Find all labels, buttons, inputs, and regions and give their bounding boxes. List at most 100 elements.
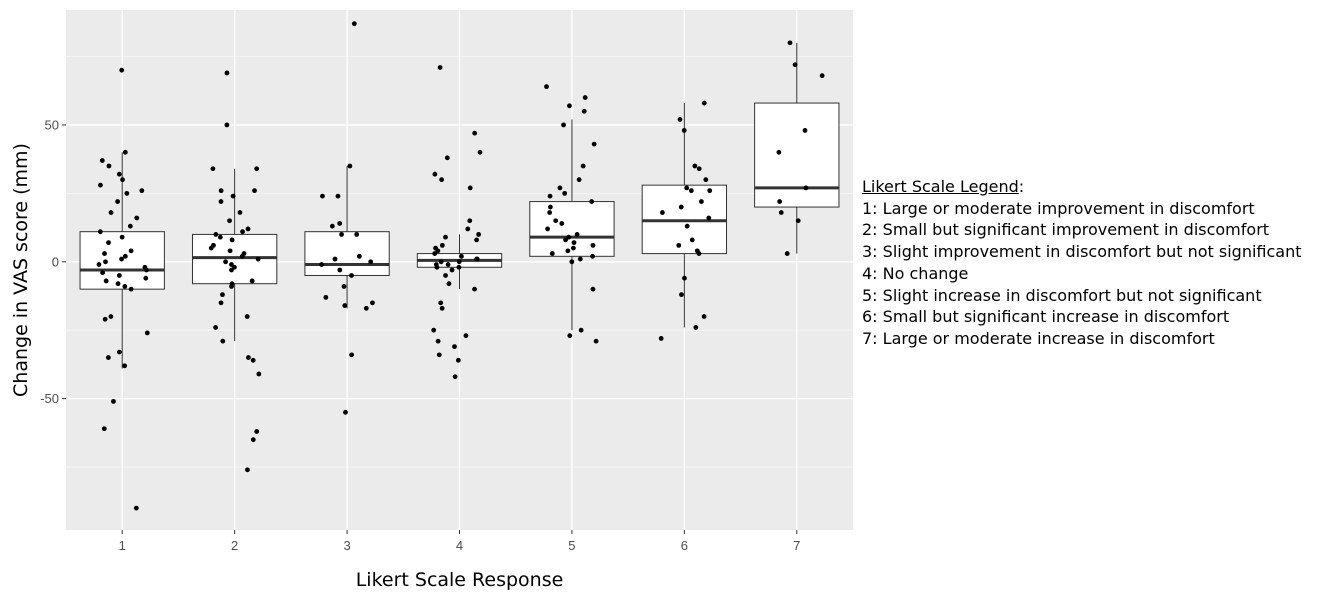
data-point — [439, 305, 445, 311]
data-point — [99, 158, 105, 163]
data-point — [363, 305, 369, 311]
legend-item-1: 1: Large or moderate improvement in disc… — [862, 198, 1255, 218]
data-point — [351, 21, 357, 27]
data-point — [249, 278, 255, 284]
data-point — [244, 314, 250, 319]
data-point — [122, 149, 128, 155]
data-point — [438, 259, 444, 265]
data-point — [117, 349, 122, 355]
data-point — [98, 182, 103, 188]
legend-title: Likert Scale Legend: — [862, 176, 1302, 198]
data-point — [561, 122, 566, 128]
data-point — [590, 253, 595, 259]
x-axis: 1 2 3 4 5 6 7 — [119, 530, 800, 553]
data-point — [681, 128, 687, 133]
data-point — [220, 338, 226, 344]
data-point — [239, 253, 245, 259]
data-point — [436, 352, 442, 358]
data-point — [254, 166, 260, 172]
data-point — [692, 163, 698, 169]
data-point — [455, 357, 461, 363]
data-point — [439, 242, 445, 248]
x-tick-label: 1 — [119, 538, 126, 553]
data-point — [698, 199, 704, 204]
data-point — [593, 338, 599, 344]
data-point — [465, 226, 471, 232]
data-point — [343, 409, 348, 415]
boxplot-chart: -50 0 50 1 2 3 4 5 6 7 Likert Scale Response Cha… — [10, 10, 853, 591]
legend-item-6: 6: Small but significant increase in dis… — [862, 307, 1230, 327]
data-point — [250, 437, 256, 443]
data-point — [320, 193, 325, 199]
data-point — [370, 300, 375, 306]
data-point — [467, 218, 473, 224]
data-point — [576, 177, 582, 183]
data-point — [218, 300, 224, 306]
x-tick-label: 6 — [681, 538, 688, 553]
data-point — [474, 237, 479, 243]
y-tick-label: -50 — [40, 391, 59, 406]
data-point — [97, 229, 103, 235]
data-point — [435, 248, 441, 254]
data-point — [102, 251, 107, 256]
jitter-points — [96, 21, 825, 511]
data-point — [319, 262, 324, 267]
data-point — [437, 65, 443, 70]
data-point — [347, 163, 353, 169]
data-point — [432, 251, 438, 256]
y-tick-label: 50 — [45, 117, 59, 132]
data-point — [224, 70, 230, 76]
data-point — [229, 237, 235, 243]
data-point — [108, 210, 114, 215]
data-point — [250, 357, 256, 363]
data-point — [368, 259, 374, 265]
data-point — [566, 234, 572, 240]
data-point — [213, 325, 219, 330]
data-point — [133, 505, 139, 511]
data-point — [452, 374, 458, 380]
data-point — [103, 259, 108, 265]
data-point — [431, 327, 437, 333]
data-point — [792, 62, 798, 68]
data-point — [105, 355, 111, 360]
box-layer — [79, 42, 840, 369]
data-point — [438, 300, 444, 306]
x-tick-label: 7 — [793, 538, 800, 553]
data-point — [443, 273, 448, 278]
data-point — [570, 245, 576, 251]
box-iqr — [304, 231, 390, 276]
data-point — [116, 171, 122, 177]
legend-item-2: 2: Small but significant improvement in … — [862, 220, 1270, 240]
data-point — [684, 223, 690, 229]
legend-item-4: 4: No change — [862, 263, 969, 283]
data-point — [459, 253, 464, 259]
data-point — [434, 264, 440, 270]
data-point — [590, 242, 596, 248]
data-point — [106, 240, 111, 246]
data-point — [557, 185, 563, 191]
data-point — [795, 218, 801, 224]
x-tick-label: 2 — [231, 538, 238, 553]
data-point — [213, 232, 219, 237]
data-point — [349, 352, 354, 358]
data-point — [456, 259, 462, 265]
data-point — [332, 256, 338, 262]
data-point — [134, 215, 140, 221]
data-point — [559, 221, 565, 226]
data-point — [116, 273, 122, 278]
data-point — [449, 267, 455, 273]
data-point — [120, 177, 125, 183]
data-point — [224, 122, 230, 128]
data-point — [784, 251, 790, 256]
data-point — [119, 256, 124, 262]
data-point — [128, 286, 134, 292]
data-point — [124, 190, 130, 196]
data-point — [229, 267, 234, 273]
likert-legend: Likert Scale Legend: 1: Large or moderat… — [862, 176, 1302, 350]
legend-item-7: 7: Large or moderate increase in discomf… — [862, 328, 1215, 348]
data-point — [684, 185, 690, 191]
data-point — [230, 193, 236, 199]
legend-item-5: 5: Slight increase in discomfort but not… — [862, 285, 1262, 305]
data-point — [111, 398, 116, 404]
data-point — [339, 232, 344, 237]
